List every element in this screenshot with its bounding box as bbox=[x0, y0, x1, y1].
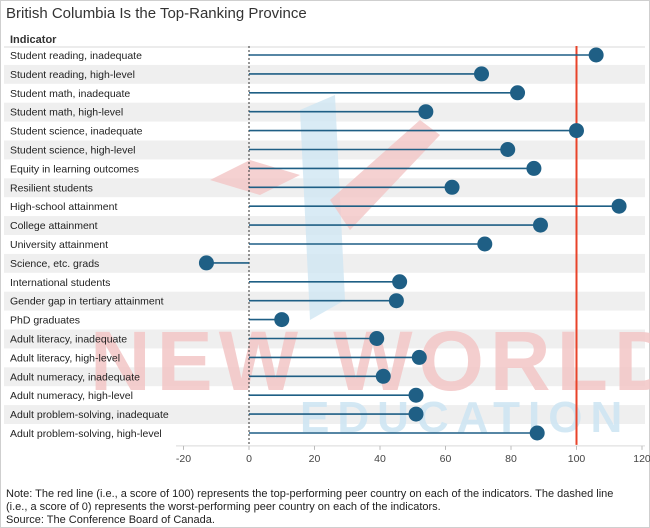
lollipop-dot bbox=[526, 160, 542, 176]
category-labels: Student reading, inadequate Student readi… bbox=[10, 50, 169, 440]
lollipop-dot bbox=[532, 217, 548, 233]
category-label: College attainment bbox=[10, 220, 98, 232]
indicator-column-header: Indicator bbox=[10, 34, 57, 46]
lollipop-dot bbox=[474, 66, 490, 82]
category-label: Student reading, high-level bbox=[10, 69, 135, 81]
category-label: Student science, inadequate bbox=[10, 126, 143, 138]
category-label: University attainment bbox=[10, 239, 108, 251]
lollipop-dot bbox=[411, 349, 427, 365]
x-tick-label: 40 bbox=[374, 453, 386, 465]
category-label: Student math, high-level bbox=[10, 107, 123, 119]
lollipop-dot bbox=[529, 425, 545, 441]
lollipop-dot bbox=[388, 293, 404, 309]
x-tick-label: 20 bbox=[309, 453, 321, 465]
category-label: Resilient students bbox=[10, 182, 93, 194]
category-label: Adult problem-solving, high-level bbox=[10, 428, 162, 440]
category-label: Student reading, inadequate bbox=[10, 50, 142, 62]
category-label: International students bbox=[10, 277, 110, 289]
lollipop-dot bbox=[588, 47, 604, 63]
x-axis: -20 0 20 40 60 80 100 120 bbox=[176, 445, 650, 465]
footnote-line-1: Note: The red line (i.e., a score of 100… bbox=[6, 488, 614, 500]
lollipop-dot bbox=[510, 85, 526, 101]
lollipop-dot bbox=[408, 387, 424, 403]
lollipop-dot bbox=[392, 274, 408, 290]
category-label: Gender gap in tertiary attainment bbox=[10, 296, 164, 308]
lollipop-dot bbox=[418, 104, 434, 120]
category-label: Adult literacy, high-level bbox=[10, 352, 120, 364]
x-tick-label: 100 bbox=[568, 453, 586, 465]
lollipop-dot bbox=[477, 236, 493, 252]
lollipop-dot bbox=[569, 123, 584, 139]
category-label: Equity in learning outcomes bbox=[10, 163, 139, 175]
category-label: Student science, high-level bbox=[10, 145, 136, 157]
category-label: Science, etc. grads bbox=[10, 258, 99, 270]
lollipop-dot bbox=[369, 331, 385, 346]
category-label: PhD graduates bbox=[10, 315, 80, 327]
x-tick-label: 120 bbox=[633, 453, 650, 465]
lollipop-dot bbox=[375, 368, 391, 384]
x-tick-label: 0 bbox=[246, 453, 252, 465]
lollipop-dot bbox=[408, 406, 424, 422]
category-label: High-school attainment bbox=[10, 201, 117, 213]
category-label: Student math, inadequate bbox=[10, 88, 130, 100]
lollipop-dot bbox=[611, 198, 627, 214]
lollipop-dot bbox=[198, 255, 214, 271]
reference-lines bbox=[248, 46, 578, 445]
watermark-swoosh-blue bbox=[300, 95, 345, 320]
watermark-swoosh-red bbox=[330, 120, 440, 230]
lollipop-marks bbox=[198, 47, 627, 441]
category-label: Adult numeracy, inadequate bbox=[10, 371, 140, 383]
category-label: Adult numeracy, high-level bbox=[10, 390, 133, 402]
chart-title: British Columbia Is the Top-Ranking Prov… bbox=[6, 5, 307, 22]
footnote-line-2: (i.e., a score of 0) represents the wors… bbox=[6, 501, 441, 513]
lollipop-dot bbox=[444, 179, 460, 195]
x-tick-label: -20 bbox=[176, 453, 191, 465]
lollipop-dot bbox=[274, 312, 290, 328]
source-line: Source: The Conference Board of Canada. bbox=[6, 514, 215, 526]
category-label: Adult problem-solving, inadequate bbox=[10, 409, 169, 421]
watermark-text-education: EDUCATION bbox=[300, 393, 630, 442]
lollipop-dot bbox=[500, 142, 516, 157]
x-tick-label: 80 bbox=[505, 453, 517, 465]
x-tick-label: 60 bbox=[440, 453, 452, 465]
category-label: Adult literacy, inadequate bbox=[10, 334, 127, 346]
watermark-text-new-world: NEW WORLD bbox=[90, 314, 650, 408]
footnote: Note: The red line (i.e., a score of 100… bbox=[6, 488, 646, 527]
